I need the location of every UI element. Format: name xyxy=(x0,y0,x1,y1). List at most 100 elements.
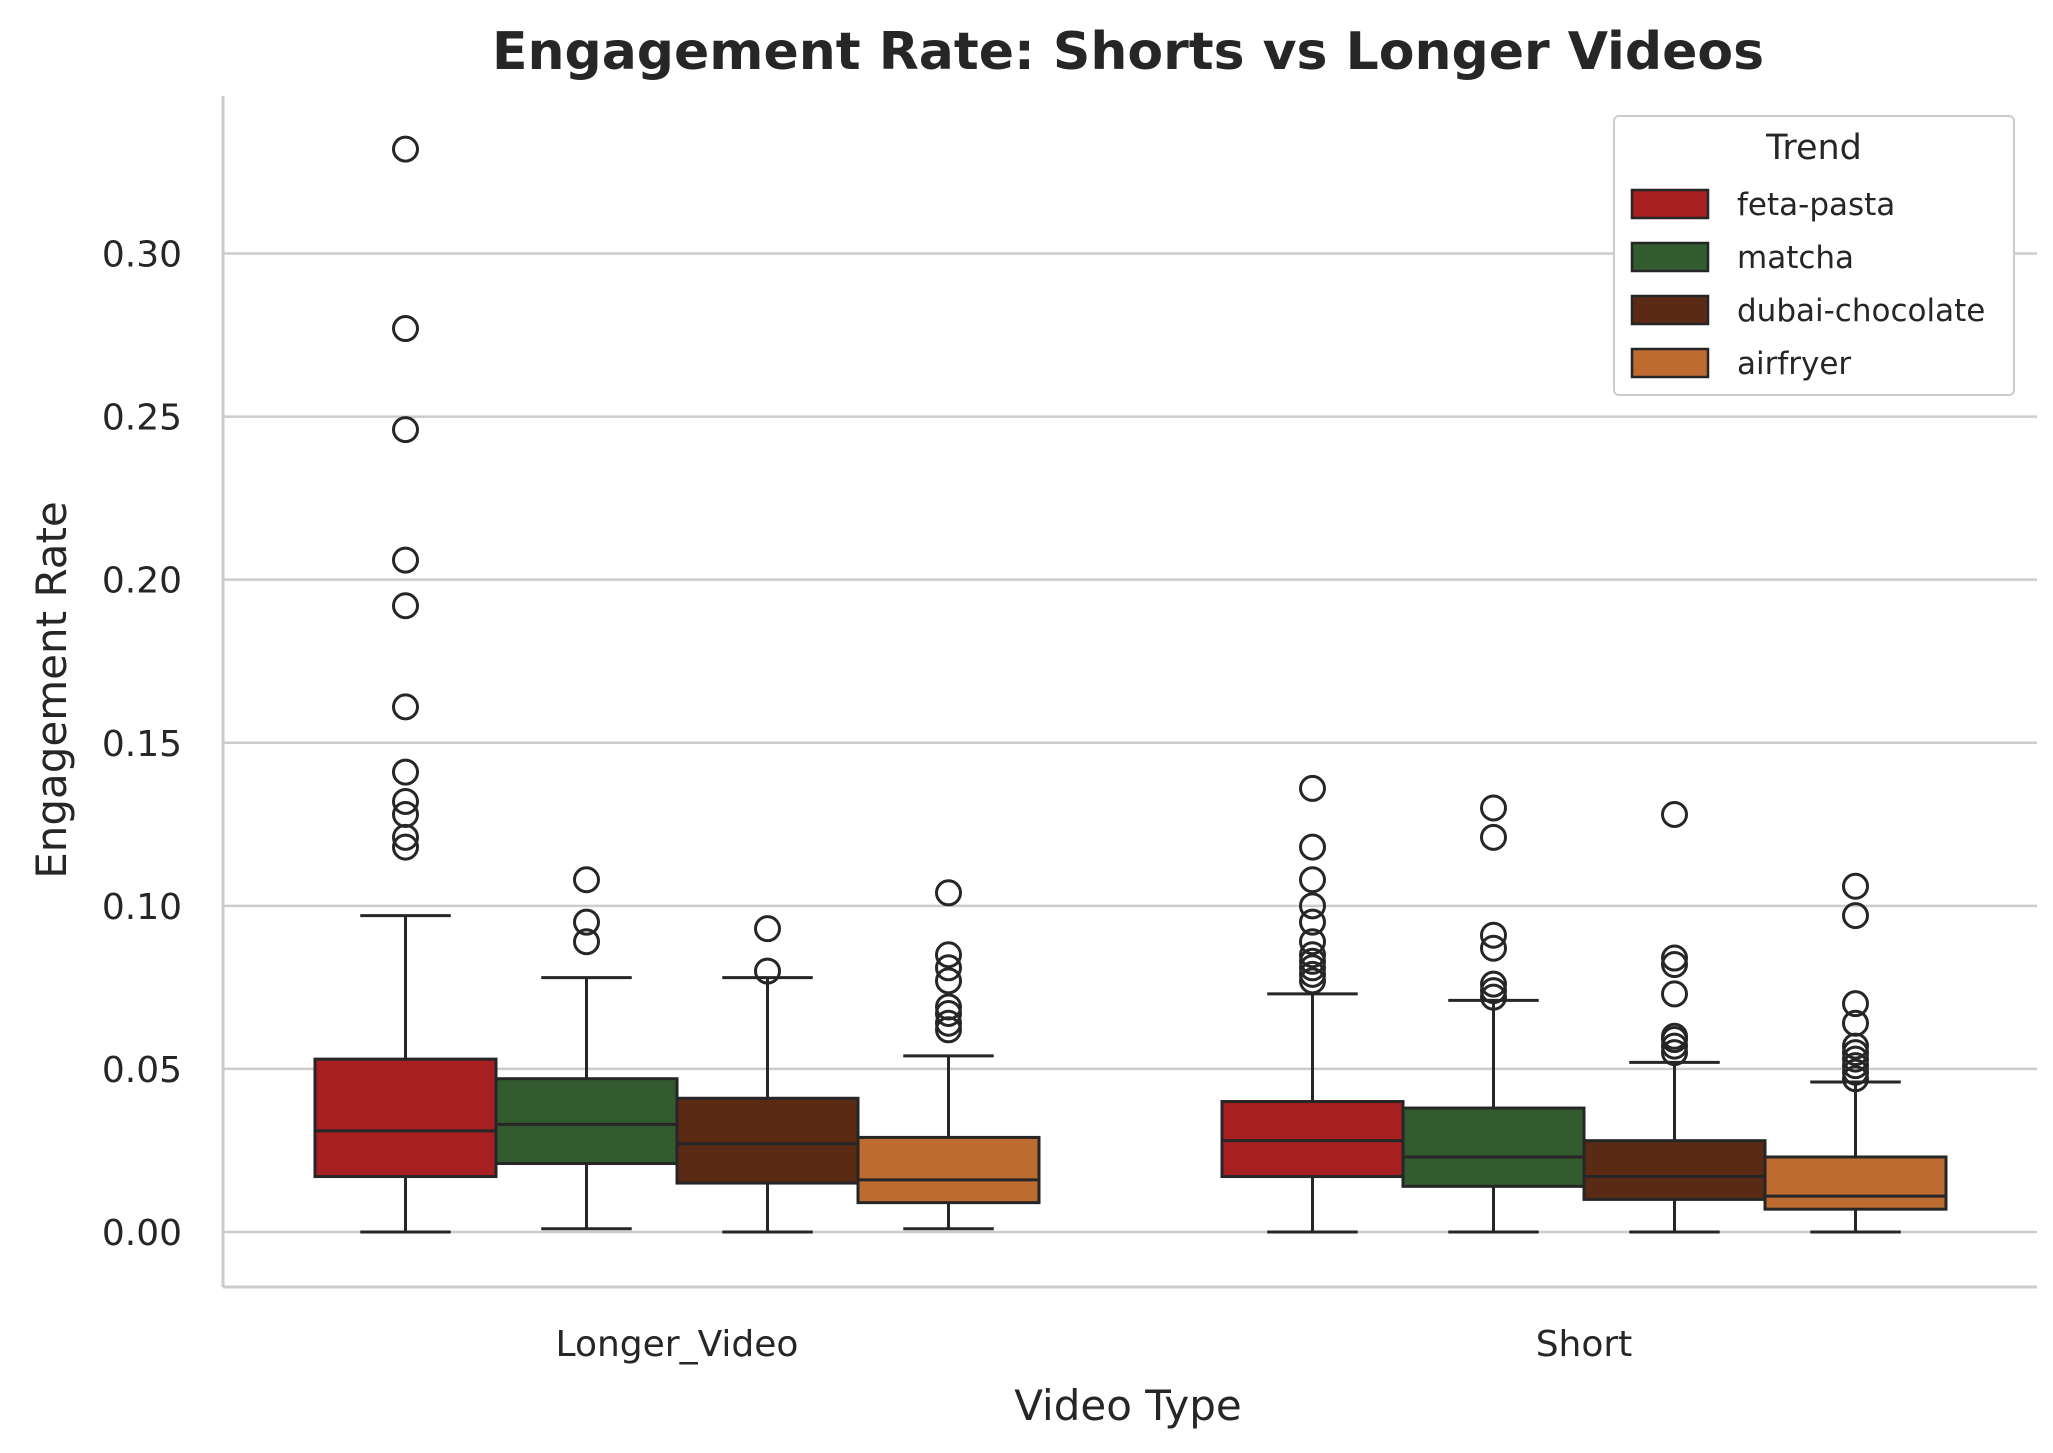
legend-swatch xyxy=(1630,294,1710,326)
outlier-point-4 xyxy=(1842,1039,1869,1067)
box-matcha-1 xyxy=(1401,794,1586,1234)
outlier-point-1 xyxy=(573,908,600,936)
legend-label: dubai-chocolate xyxy=(1737,293,1985,329)
box-plots xyxy=(313,135,1948,1234)
iqr-box xyxy=(1582,1139,1767,1201)
outlier-point-7 xyxy=(1299,892,1326,920)
outlier-point-1 xyxy=(754,915,781,943)
box-feta-pasta-0 xyxy=(313,135,498,1234)
legend-swatch xyxy=(1630,188,1710,220)
outlier-point-4 xyxy=(392,758,419,786)
iqr-box xyxy=(313,1057,498,1179)
outlier-point-0 xyxy=(1661,1039,1688,1067)
outlier-point-1 xyxy=(1299,960,1326,988)
outlier-point-5 xyxy=(1299,928,1326,956)
outlier-point-6 xyxy=(1480,794,1507,822)
grid-lines xyxy=(223,252,2037,1234)
outlier-point-1 xyxy=(1480,977,1507,1005)
box-dubai-chocolate-0 xyxy=(675,915,860,1234)
y-tick-labels: 0.00 0.05 0.10 0.15 0.20 0.25 0.30 xyxy=(102,235,182,1255)
y-axis-label: Engagement Rate xyxy=(27,501,76,879)
iqr-box xyxy=(494,1077,679,1166)
outlier-point-9 xyxy=(1299,833,1326,861)
outlier-point-10 xyxy=(392,135,419,163)
outlier-point-3 xyxy=(392,787,419,815)
outlier-point-2 xyxy=(1299,954,1326,982)
box-airfryer-0 xyxy=(856,879,1041,1231)
outlier-point-2 xyxy=(1480,970,1507,998)
legend-item-matcha: matcha xyxy=(1630,240,1854,276)
outlier-point-10 xyxy=(1299,774,1326,802)
iqr-box xyxy=(856,1135,1041,1205)
outlier-point-3 xyxy=(1842,1045,1869,1073)
legend-swatch xyxy=(1630,347,1710,379)
iqr-box xyxy=(675,1096,860,1185)
outlier-point-4 xyxy=(1480,921,1507,949)
legend-frame xyxy=(1613,115,2015,396)
outlier-point-6 xyxy=(935,941,962,969)
outlier-point-4 xyxy=(1661,980,1688,1008)
legend-swatch xyxy=(1630,241,1710,273)
outlier-point-4 xyxy=(935,967,962,995)
legend: Trend feta-pasta matcha dubai-chocolate air… xyxy=(1613,115,2015,396)
outlier-point-1 xyxy=(1842,1058,1869,1086)
legend-label: matcha xyxy=(1737,240,1854,276)
outlier-point-2 xyxy=(392,801,419,829)
box-matcha-0 xyxy=(494,866,679,1231)
box-airfryer-1 xyxy=(1763,872,1948,1234)
box-dubai-chocolate-1 xyxy=(1582,801,1767,1234)
outlier-point-5 xyxy=(1661,951,1688,979)
legend-item-airfryer: airfryer xyxy=(1630,346,1851,382)
outlier-point-8 xyxy=(1842,902,1869,930)
y-tick-label-6: 0.30 xyxy=(102,235,182,276)
legend-item-dubai-chocolate: dubai-chocolate xyxy=(1630,293,1985,329)
outlier-point-8 xyxy=(1299,866,1326,894)
outlier-point-8 xyxy=(392,416,419,444)
outlier-point-1 xyxy=(935,1009,962,1037)
outlier-point-7 xyxy=(935,879,962,907)
box-feta-pasta-1 xyxy=(1220,774,1405,1234)
outlier-point-2 xyxy=(935,999,962,1027)
outlier-point-6 xyxy=(392,592,419,620)
x-tick-label-0: Longer_Video xyxy=(556,1324,799,1365)
outlier-point-5 xyxy=(935,954,962,982)
iqr-box xyxy=(1220,1100,1405,1179)
y-tick-label-4: 0.20 xyxy=(102,561,182,602)
outlier-point-9 xyxy=(392,315,419,343)
iqr-box xyxy=(1763,1155,1948,1211)
legend-label: airfryer xyxy=(1737,346,1851,382)
y-tick-label-5: 0.25 xyxy=(102,398,182,439)
y-tick-label-1: 0.05 xyxy=(102,1050,182,1091)
legend-item-feta-pasta: feta-pasta xyxy=(1630,187,1895,223)
outlier-point-7 xyxy=(392,546,419,574)
outlier-point-0 xyxy=(754,957,781,985)
outlier-point-3 xyxy=(1480,934,1507,962)
outlier-point-2 xyxy=(1842,1052,1869,1080)
iqr-box xyxy=(1401,1106,1586,1188)
outlier-point-6 xyxy=(1661,944,1688,972)
outlier-point-5 xyxy=(392,693,419,721)
axes xyxy=(221,96,2037,1289)
outlier-point-0 xyxy=(1842,1065,1869,1093)
outlier-point-6 xyxy=(1299,908,1326,936)
outlier-point-7 xyxy=(1842,990,1869,1018)
outlier-point-3 xyxy=(935,993,962,1021)
x-tick-label-1: Short xyxy=(1536,1324,1633,1365)
outlier-point-0 xyxy=(1299,967,1326,995)
y-tick-label-2: 0.10 xyxy=(102,887,182,928)
outlier-point-0 xyxy=(573,928,600,956)
y-tick-label-3: 0.15 xyxy=(102,724,182,765)
outlier-point-7 xyxy=(1661,801,1688,829)
chart-title: Engagement Rate: Shorts vs Longer Videos xyxy=(492,22,1764,82)
outlier-point-5 xyxy=(1480,823,1507,851)
outlier-point-0 xyxy=(1480,983,1507,1011)
x-tick-labels: Longer_Video Short xyxy=(556,1324,1633,1365)
outlier-point-4 xyxy=(1299,941,1326,969)
legend-title: Trend xyxy=(1765,128,1862,168)
outlier-point-1 xyxy=(1661,1032,1688,1060)
outlier-point-2 xyxy=(573,866,600,894)
outlier-point-3 xyxy=(1299,947,1326,975)
outlier-point-6 xyxy=(1842,1009,1869,1037)
outlier-point-9 xyxy=(1842,872,1869,900)
